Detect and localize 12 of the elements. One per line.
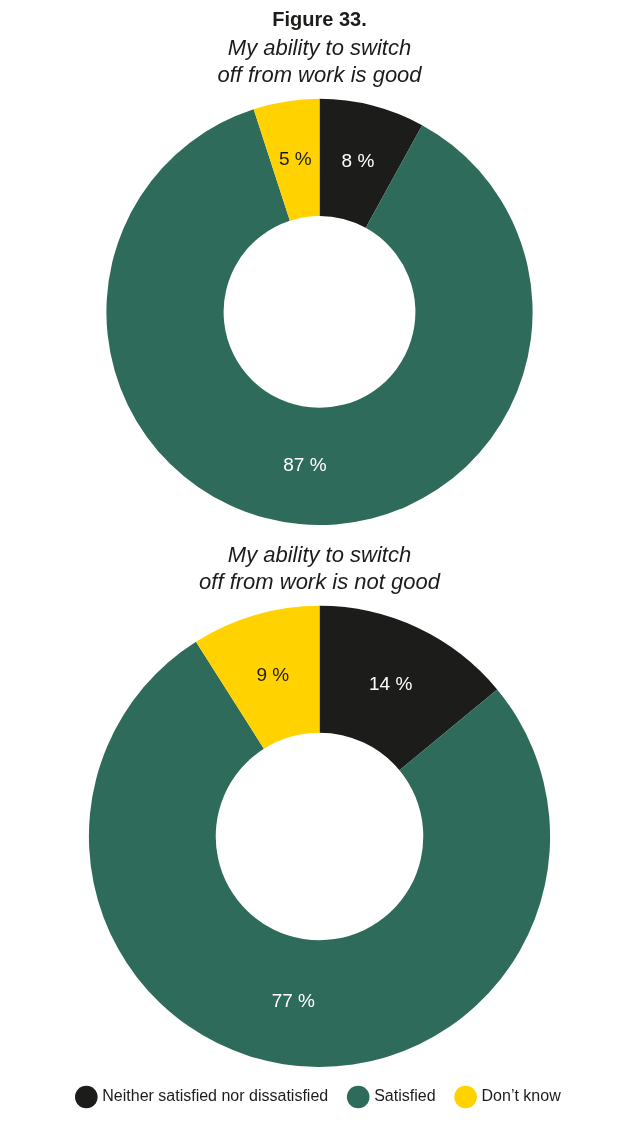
data-label: 87 % [283, 453, 327, 475]
legend-label: Neither satisfied nor dissatisfied [102, 1087, 329, 1105]
data-label: 77 % [271, 989, 316, 1011]
data-label: 5 % [278, 147, 312, 169]
data-label: 14 % [369, 673, 413, 695]
chart-title: My ability to switch off from work is not good [199, 542, 441, 594]
chart-title: Figure 33. [272, 7, 367, 30]
data-label: 8 % [341, 150, 375, 172]
legend-label: Satisfied [374, 1087, 436, 1105]
legend-label: Don’t know [481, 1087, 562, 1105]
chart-subtitle: My ability to switch off from work is good [217, 35, 423, 87]
data-label: 9 % [256, 664, 290, 686]
